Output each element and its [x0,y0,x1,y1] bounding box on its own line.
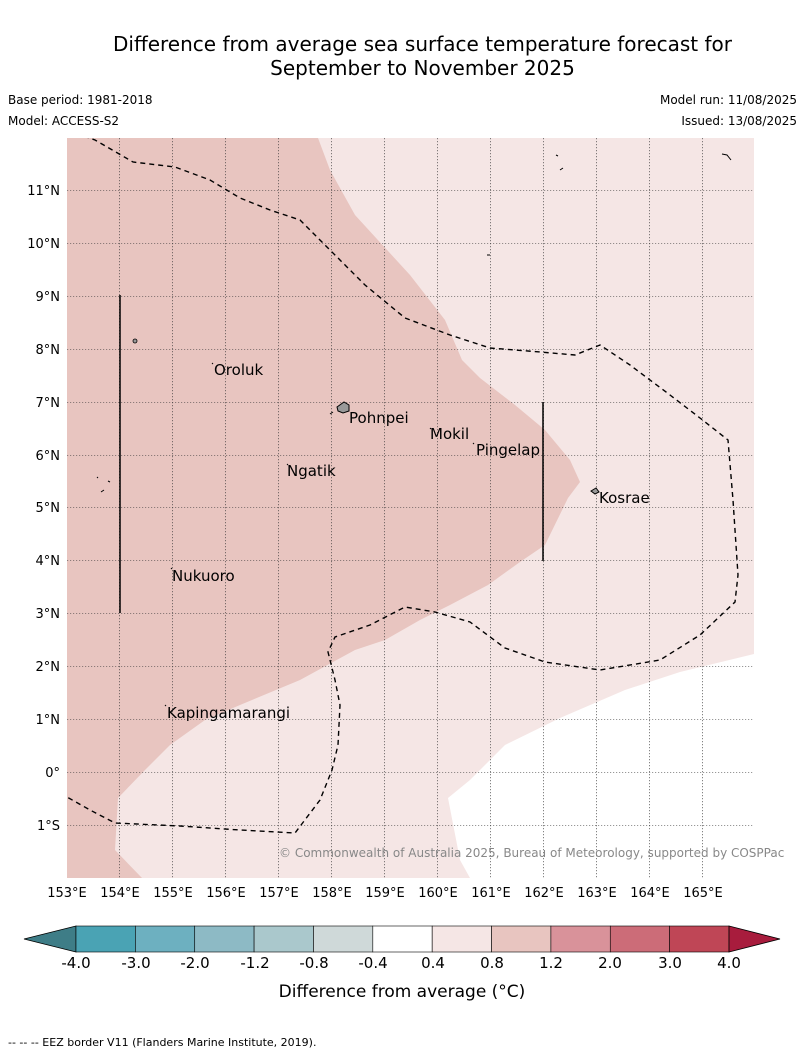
colorbar-tick-label: -0.4 [358,954,387,972]
colorbar [23,925,781,953]
place-label-oroluk: Oroluk [214,361,263,379]
lat-label: 1°S [37,819,60,834]
place-label-pohnpei: Pohnpei [349,409,409,427]
lon-label: 157°E [259,886,299,901]
colorbar-segment [669,925,730,953]
place-label-nukuoro: Nukuoro [172,567,235,585]
lat-label: 6°N [36,449,61,464]
model-name: Model: ACCESS-S2 [8,114,120,128]
title-line-1: Difference from average sea surface temp… [112,32,732,56]
lon-label: 163°E [577,886,617,901]
colorbar-segment [372,925,433,953]
lat-label: 4°N [36,554,61,569]
colorbar-tick-label: 4.0 [717,954,741,972]
colorbar-segment [194,925,255,953]
colorbar-segment [135,925,196,953]
colorbar-tick-label: -1.2 [240,954,269,972]
colorbar-segment [253,925,314,953]
footnote: -- -- -- EEZ border V11 (Flanders Marine… [8,1036,317,1049]
issued-date: Issued: 13/08/2025 [681,114,797,128]
lat-label: 7°N [36,396,61,411]
kosrae-island-shape [590,487,600,495]
lon-label: 156°E [206,886,246,901]
colorbar-tick-label: -4.0 [61,954,90,972]
place-label-kosrae: Kosrae [599,489,650,507]
colorbar-arrow-low [23,925,77,953]
lon-label: 153°E [47,886,87,901]
colorbar-tick-label: 1.2 [539,954,563,972]
copyright-text: © Commonwealth of Australia 2025, Bureau… [279,846,784,860]
lat-label: 8°N [36,343,61,358]
lat-label: 2°N [36,660,61,675]
place-label-pingelap: Pingelap [476,441,540,459]
colorbar-segment [313,925,374,953]
colorbar-tick-label: -2.0 [180,954,209,972]
colorbar-segment [431,925,492,953]
colorbar-tick-label: 3.0 [658,954,682,972]
colorbar-tick-label: 0.4 [421,954,445,972]
place-label-kapingamarangi: Kapingamarangi [167,704,290,722]
lon-label: 158°E [312,886,352,901]
lat-label: 9°N [36,290,61,305]
lat-label: 0° [45,766,60,781]
lon-label: 155°E [153,886,193,901]
colorbar-tick-label: 0.8 [480,954,504,972]
lat-label: 10°N [27,237,60,252]
anomaly-region-neutral [448,654,754,878]
lon-label: 154°E [100,886,140,901]
colorbar-arrow-high [728,925,781,953]
lon-label: 164°E [630,886,670,901]
place-label-ngatik: Ngatik [287,462,336,480]
lon-label: 162°E [524,886,564,901]
colorbar-segment [491,925,552,953]
lon-label: 160°E [418,886,458,901]
lon-label: 159°E [365,886,405,901]
lat-label: 3°N [36,607,61,622]
islands [96,153,732,707]
colorbar-segment [75,925,136,953]
base-period: Base period: 1981-2018 [8,93,153,107]
model-run: Model run: 11/08/2025 [659,93,797,107]
lon-label: 165°E [683,886,723,901]
colorbar-tick-label: 2.0 [598,954,622,972]
title-line-2: September to November 2025 [270,56,575,80]
colorbar-tick-label: -3.0 [121,954,150,972]
colorbar-segment [550,925,611,953]
anomaly-region-warm [67,138,580,878]
place-label-mokil: Mokil [430,425,469,443]
lat-label: 1°N [36,713,61,728]
map-title: Difference from average sea surface temp… [60,32,785,80]
lat-label: 5°N [36,501,61,516]
colorbar-title: Difference from average (°C) [279,982,526,1002]
lat-label: 11°N [27,184,60,199]
lon-label: 161°E [471,886,511,901]
pohnpei-island-shape [336,401,350,414]
eez-border [67,138,739,834]
colorbar-segment [609,925,670,953]
colorbar-tick-label: -0.8 [299,954,328,972]
